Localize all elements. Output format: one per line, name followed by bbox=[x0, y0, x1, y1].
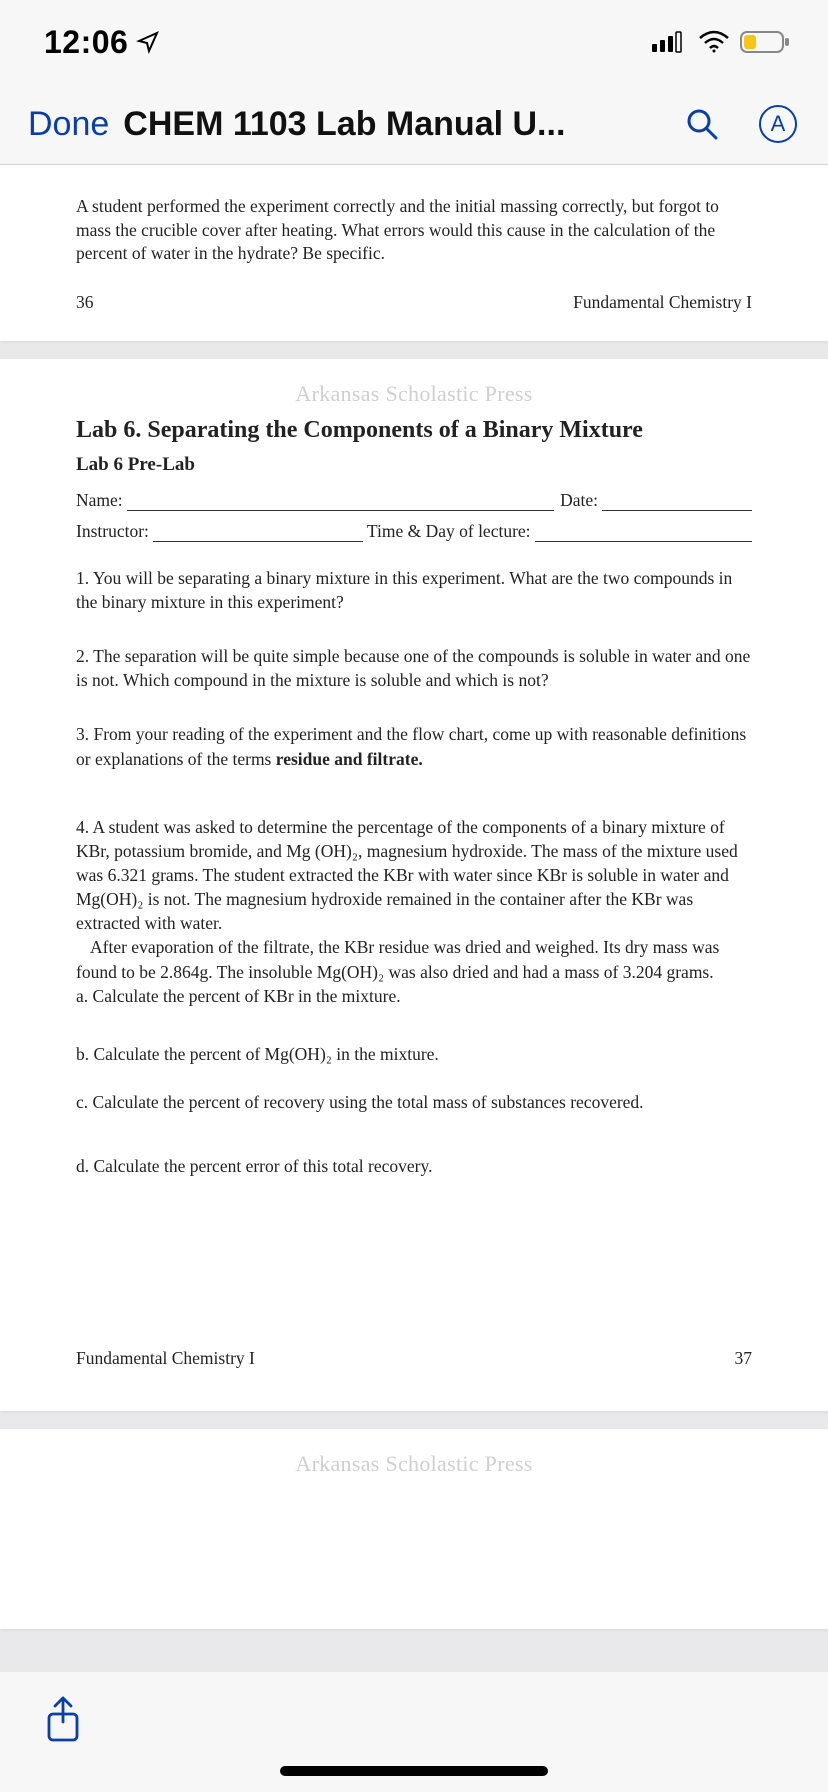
label-instructor: Instructor: bbox=[76, 521, 149, 542]
page-footer: 36 Fundamental Chemistry I bbox=[76, 292, 752, 313]
blank-line bbox=[535, 524, 752, 542]
form-row-name-date: Name: Date: bbox=[76, 490, 752, 511]
course-name: Fundamental Chemistry I bbox=[76, 1348, 255, 1369]
question-1: 1. You will be separating a binary mixtu… bbox=[76, 566, 752, 614]
question-4d: d. Calculate the percent error of this t… bbox=[76, 1154, 752, 1178]
location-arrow-icon bbox=[136, 30, 160, 54]
blank-line bbox=[602, 493, 752, 511]
question-3: 3. From your reading of the experiment a… bbox=[76, 722, 752, 770]
status-time: 12:06 bbox=[44, 24, 128, 61]
share-icon bbox=[42, 1694, 84, 1744]
status-bar: 12:06 bbox=[0, 0, 828, 84]
label-date: Date: bbox=[560, 490, 598, 511]
watermark-text: Arkansas Scholastic Press bbox=[76, 381, 752, 407]
page-number: 37 bbox=[735, 1348, 753, 1369]
home-indicator[interactable] bbox=[280, 1766, 548, 1776]
question-4c: c. Calculate the percent of recovery usi… bbox=[76, 1090, 752, 1114]
blank-line bbox=[127, 493, 554, 511]
document-title: CHEM 1103 Lab Manual U... bbox=[123, 105, 565, 144]
watermark-text: Arkansas Scholastic Press bbox=[76, 1451, 752, 1477]
label-time-day: Time & Day of lecture: bbox=[367, 521, 531, 542]
question-4a: a. Calculate the percent of KBr in the m… bbox=[76, 984, 752, 1008]
document-page-37: Arkansas Scholastic Press Lab 6. Separat… bbox=[0, 359, 828, 1411]
battery-icon bbox=[740, 29, 792, 55]
document-page-36: A student performed the experiment corre… bbox=[0, 165, 828, 341]
markup-icon: A bbox=[759, 105, 797, 143]
done-button[interactable]: Done bbox=[28, 105, 109, 144]
lab-subheading: Lab 6 Pre-Lab bbox=[76, 454, 752, 476]
question-4-para2: After evaporation of the filtrate, the K… bbox=[76, 935, 752, 983]
search-icon bbox=[684, 106, 720, 142]
document-page-38: Arkansas Scholastic Press bbox=[0, 1429, 828, 1629]
question-2: 2. The separation will be quite simple b… bbox=[76, 644, 752, 692]
share-button[interactable] bbox=[42, 1694, 84, 1749]
status-time-group: 12:06 bbox=[44, 24, 160, 61]
page-footer: Fundamental Chemistry I 37 bbox=[76, 1348, 752, 1369]
markup-button[interactable]: A bbox=[756, 102, 800, 146]
nav-bar: Done CHEM 1103 Lab Manual U... A bbox=[0, 84, 828, 164]
question-3-text: 3. From your reading of the experiment a… bbox=[76, 724, 746, 768]
status-icons bbox=[652, 29, 792, 55]
question-4-para1: 4. A student was asked to determine the … bbox=[76, 815, 752, 936]
lab-title: Lab 6. Separating the Components of a Bi… bbox=[76, 417, 752, 444]
cellular-signal-icon bbox=[652, 30, 688, 54]
search-button[interactable] bbox=[680, 102, 724, 146]
blank-line bbox=[153, 524, 363, 542]
label-name: Name: bbox=[76, 490, 123, 511]
course-name: Fundamental Chemistry I bbox=[573, 292, 752, 313]
paragraph-text: A student performed the experiment corre… bbox=[76, 195, 752, 266]
question-4: 4. A student was asked to determine the … bbox=[76, 815, 752, 1008]
form-row-instructor: Instructor: Time & Day of lecture: bbox=[76, 521, 752, 542]
document-viewer[interactable]: A student performed the experiment corre… bbox=[0, 164, 828, 1672]
wifi-icon bbox=[698, 30, 730, 54]
question-4b: b. Calculate the percent of Mg(OH)₂ in t… bbox=[76, 1042, 752, 1066]
page-number: 36 bbox=[76, 292, 94, 313]
